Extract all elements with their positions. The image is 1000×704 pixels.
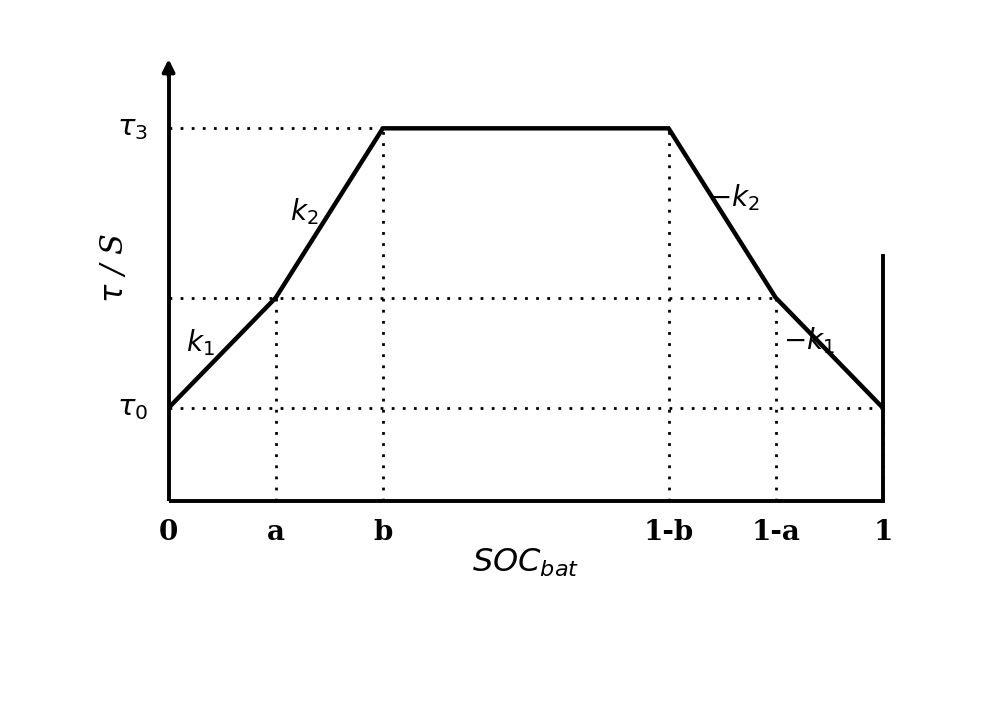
Text: $-k_1$: $-k_1$ <box>783 325 835 356</box>
Text: $k_2$: $k_2$ <box>290 196 318 227</box>
Text: b: b <box>373 520 393 546</box>
Text: $\tau_3$: $\tau_3$ <box>117 114 148 142</box>
Text: $\tau_0$: $\tau_0$ <box>117 394 148 422</box>
Text: 0: 0 <box>159 520 178 546</box>
Text: $\tau$ / S: $\tau$ / S <box>100 233 130 303</box>
Text: 1: 1 <box>873 520 893 546</box>
Text: $k_1$: $k_1$ <box>186 327 215 358</box>
Text: a: a <box>267 520 285 546</box>
Text: $SOC_{bat}$: $SOC_{bat}$ <box>472 546 579 579</box>
Text: 1-a: 1-a <box>751 520 800 546</box>
Text: $-k_2$: $-k_2$ <box>708 182 760 213</box>
Text: 1-b: 1-b <box>643 520 694 546</box>
